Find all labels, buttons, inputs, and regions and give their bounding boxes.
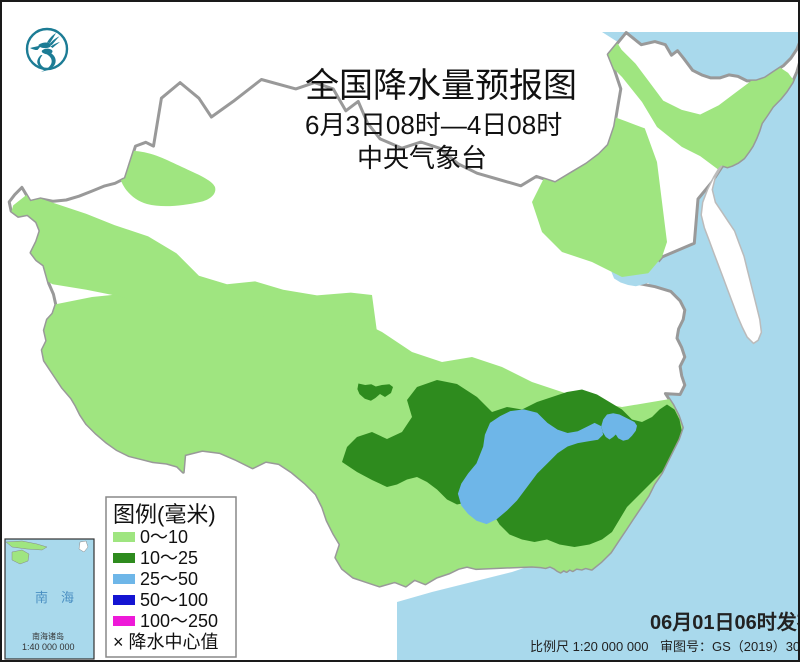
svg-text:6月3日08时—4日08时: 6月3日08时—4日08时	[305, 110, 562, 140]
svg-text:南 海: 南 海	[35, 590, 74, 605]
svg-text:× 降水中心值: × 降水中心值	[113, 632, 219, 652]
svg-text:审图号：GS（2019）3082号: 审图号：GS（2019）3082号	[660, 639, 798, 654]
svg-text:全国降水量预报图: 全国降水量预报图	[305, 67, 577, 105]
svg-text:10～25: 10～25	[140, 548, 198, 568]
svg-text:中央气象台: 中央气象台	[357, 143, 487, 173]
svg-text:0～10: 0～10	[140, 527, 188, 547]
svg-text:50～100: 50～100	[140, 590, 208, 610]
svg-text:图例(毫米): 图例(毫米)	[113, 502, 216, 527]
svg-text:100～250: 100～250	[140, 611, 218, 631]
svg-text:南海诸岛: 南海诸岛	[32, 631, 64, 641]
svg-text:比例尺 1:20 000 000: 比例尺 1:20 000 000	[530, 639, 649, 654]
svg-text:25～50: 25～50	[140, 569, 198, 589]
svg-text:06月01日06时发布: 06月01日06时发布	[650, 610, 798, 634]
svg-text:1:40 000 000: 1:40 000 000	[22, 642, 75, 652]
